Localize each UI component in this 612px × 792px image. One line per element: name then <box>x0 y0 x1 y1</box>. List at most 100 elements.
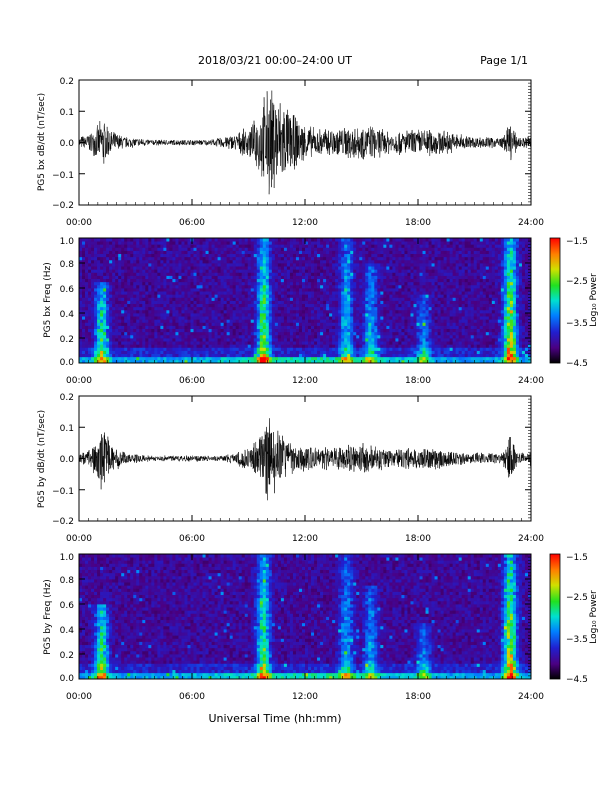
bx-spectrogram-cell <box>238 272 243 276</box>
bx-spectrogram-cell <box>250 359 255 364</box>
bx-spectrogram-cell <box>214 341 219 345</box>
bx-spectrogram-cell <box>440 291 445 295</box>
bx-spectrogram-cell <box>208 284 212 289</box>
bx-spectrogram-cell <box>404 353 408 358</box>
bx-spectrogram-cell <box>437 328 441 333</box>
bx-spectrogram-cell <box>419 347 423 351</box>
bx-spectrogram-cell <box>259 347 264 351</box>
bx-spectrogram-cell <box>151 316 155 320</box>
bx-spectrogram-cell <box>314 341 318 345</box>
bx-spectrogram-cell <box>395 238 399 242</box>
bx-spectrogram-cell <box>223 325 228 330</box>
bx-spectrogram-cell <box>193 347 197 351</box>
bx-spectrogram-cell <box>262 269 267 273</box>
bx-spectrogram-cell <box>256 316 261 320</box>
bx-spectrogram-cell <box>250 306 255 311</box>
bx-spectrogram-cell <box>341 259 345 264</box>
bx-spectrogram-cell <box>362 294 366 298</box>
bx-spectrogram-cell <box>103 303 107 308</box>
bx-spectrogram-cell <box>256 275 261 280</box>
bx-spectrogram-cell <box>235 247 240 251</box>
bx-spectrogram-cell <box>253 259 258 264</box>
bx-spectrogram-cell <box>326 275 330 280</box>
bx-spectrogram-cell <box>317 334 321 339</box>
bx-spectrogram-cell <box>410 353 414 358</box>
bx-spectrogram-cell <box>88 259 92 264</box>
bx-spectrogram-cell <box>115 341 119 345</box>
bx-spectrogram-cell <box>365 331 369 336</box>
bx-spectrogram-cell <box>229 288 234 292</box>
bx-spectrogram-cell <box>268 259 273 264</box>
bx-spectrogram-cell <box>208 344 212 348</box>
bx-spectrogram-cell <box>97 331 101 336</box>
bx-spectrogram-cell <box>320 353 324 358</box>
bx-spectrogram-cell <box>247 319 252 323</box>
bx-spectrogram-cell <box>341 247 345 251</box>
bx-spectrogram-cell <box>398 241 402 245</box>
bx-spectrogram-cell <box>329 331 333 336</box>
bx-spectrogram-cell <box>91 328 95 333</box>
bx-spectrogram-cell <box>380 281 384 286</box>
bx-spectrogram-cell <box>320 341 324 345</box>
bx-spectrogram-cell <box>82 328 86 333</box>
bx-spectrogram-cell <box>416 247 420 251</box>
bx-spectrogram-cell <box>392 341 396 345</box>
bx-spectrogram-cell <box>259 322 264 326</box>
bx-spectrogram-cell <box>85 284 89 289</box>
bx-spectrogram-cell <box>371 316 375 320</box>
bx-spectrogram-cell <box>172 328 176 333</box>
bx-spectrogram-cell <box>326 328 330 333</box>
bx-spectrogram-cell <box>247 244 252 248</box>
bx-spectrogram-cell <box>329 281 333 286</box>
bx-spectrogram-cell <box>250 325 255 330</box>
bx-spectrogram-cell <box>247 288 252 292</box>
bx-spectrogram-cell <box>320 250 324 255</box>
bx-spectrogram-cell <box>401 319 405 323</box>
bx-spectrogram-cell <box>371 356 375 361</box>
bx-spectrogram-cell <box>91 316 95 320</box>
bx-spectrogram-cell <box>317 281 321 286</box>
bx-spectrogram-cell <box>184 319 188 323</box>
bx-spectrogram-cell <box>166 259 170 264</box>
bx-spectrogram-cell <box>256 322 261 326</box>
bx-spectrogram-cell <box>145 284 149 289</box>
bx-spectrogram-cell <box>160 319 164 323</box>
bx-spectrogram-cell <box>265 253 270 258</box>
bx-spectrogram-cell <box>109 272 113 276</box>
bx-spectrogram-cell <box>202 344 206 348</box>
bx-spectrogram-cell <box>202 247 206 251</box>
bx-spectrogram-cell <box>211 325 215 330</box>
bx-spectrogram-cell <box>323 247 327 251</box>
bx-spectrogram-cell <box>223 281 228 286</box>
bx-spectrogram-cell <box>196 247 200 251</box>
bx-spectrogram-cell <box>148 338 152 342</box>
bx-spectrogram-cell <box>217 344 222 348</box>
bx-spectrogram-cell <box>112 325 116 330</box>
bx-spectrogram-cell <box>395 334 399 339</box>
bx-spectrogram-cell <box>127 309 131 314</box>
bx-spectrogram-cell <box>301 328 306 333</box>
bx-spectrogram-cell <box>289 281 294 286</box>
bx-spectrogram-cell <box>115 303 119 308</box>
bx-spectrogram-cell <box>434 256 438 261</box>
bx-spectrogram-cell <box>172 353 176 358</box>
bx-spectrogram-cell <box>323 316 327 320</box>
bx-spectrogram-cell <box>280 328 285 333</box>
bx-spectrogram-cell <box>214 294 219 298</box>
bx-spectrogram-cell <box>211 294 215 298</box>
bx-spectrogram-cell <box>229 284 234 289</box>
bx-spectrogram-cell <box>88 241 92 245</box>
bx-spectrogram-cell <box>428 250 432 255</box>
bx-spectrogram-cell <box>217 278 222 283</box>
bx-spectrogram-cell <box>187 291 191 295</box>
bx-spectrogram-cell <box>422 238 426 242</box>
bx-spectrogram-cell <box>82 359 86 364</box>
bx-spectrogram-cell <box>301 344 306 348</box>
bx-spectrogram-cell <box>136 284 140 289</box>
bx-spectrogram-cell <box>202 350 206 355</box>
bx-spectrogram-cell <box>398 359 402 364</box>
bx-spectrogram-cell <box>401 347 405 351</box>
bx-spectrogram-cell <box>277 288 282 292</box>
bx-spectrogram-cell <box>404 250 408 255</box>
bx-spectrogram-cell <box>172 238 176 242</box>
